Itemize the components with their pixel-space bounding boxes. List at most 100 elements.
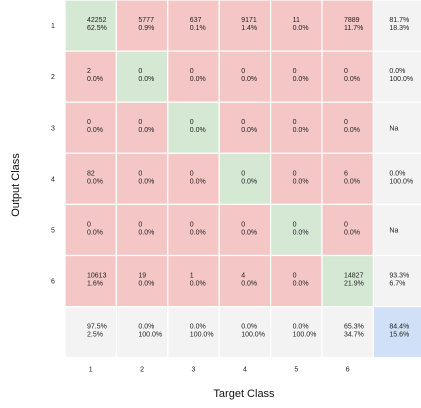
- cell-r4-c2: [115, 152, 169, 206]
- cell-r3-c6-text-line-2: 0.0%: [344, 127, 360, 134]
- cell-r5-c4-text-line-2: 0.0%: [241, 229, 257, 236]
- cell-r2-c5-text-line-1: 0: [293, 68, 297, 75]
- cell-r5-c3-text-line-1: 0: [190, 221, 194, 228]
- cell-r2-c1-text-line-2: 0.0%: [87, 76, 103, 83]
- col-summary-1-text-line-2: 2.5%: [87, 332, 103, 339]
- cell-r4-c4: [218, 152, 272, 206]
- cell-r2-c4-text-line-2: 0.0%: [241, 76, 257, 83]
- cell-r1-c6: [321, 0, 375, 52]
- cell-r5-c1-text-line-2: 0.0%: [87, 229, 103, 236]
- cell-r2-c4-text-line-1: 0: [241, 68, 245, 75]
- cell-r3-c5-text-line-1: 0: [293, 119, 297, 126]
- row-summary-1-text-line-1: 81.7%: [389, 17, 409, 24]
- cell-r5-c6-text-line-2: 0.0%: [344, 229, 360, 236]
- cell-r6-c3-text-line-2: 0.0%: [190, 281, 206, 288]
- col-summary-2-text-line-2: 100.0%: [138, 332, 162, 339]
- cell-r3-c5-text-line-2: 0.0%: [293, 127, 309, 134]
- y-tick-5: 5: [51, 227, 55, 234]
- cell-r4-c5-text-line-2: 0.0%: [293, 178, 309, 185]
- cell-r3-c5: [270, 101, 323, 154]
- row-summary-2-text-line-1: 0.0%: [389, 68, 405, 75]
- cell-r1-c6-text-line-1: 7889: [344, 17, 360, 24]
- cell-r3-c4: [218, 101, 272, 154]
- cell-r6-c2-text-line-2: 0.0%: [138, 281, 154, 288]
- overall-accuracy-text-line-1: 84.4%: [389, 324, 409, 331]
- y-tick-1: 1: [51, 23, 55, 30]
- cell-r5-c1-text-line-1: 0: [87, 221, 91, 228]
- row-summary-1-text-line-2: 18.3%: [389, 25, 409, 32]
- cell-r1-c1: [64, 0, 118, 52]
- cell-r6-c5-text-line-2: 0.0%: [293, 281, 309, 288]
- cell-r1-c4-text-line-1: 9171: [241, 17, 257, 24]
- cell-r1-c3: [167, 0, 220, 52]
- cell-r5-c5-text-line-2: 0.0%: [293, 229, 309, 236]
- cell-r2-c2-text-line-1: 0: [138, 68, 142, 75]
- x-axis-label: Target Class: [213, 388, 275, 400]
- cell-r3-c6: [321, 101, 375, 154]
- col-summary-5-text-line-1: 0.0%: [293, 324, 309, 331]
- cell-r1-c1-text-line-2: 62.5%: [87, 25, 107, 32]
- col-summary-6-text-line-1: 65.3%: [344, 324, 364, 331]
- cell-r3-c6-text-line-1: 0: [344, 119, 348, 126]
- row-summary-6-text-line-2: 6.7%: [389, 281, 405, 288]
- cell-r1-c5-text-line-1: 11: [293, 17, 300, 24]
- cell-r2-c1: [64, 50, 118, 103]
- cell-r2-c3: [167, 50, 220, 103]
- cell-r4-c6-text-line-2: 0.0%: [344, 178, 360, 185]
- cell-r4-c2-text-line-2: 0.0%: [138, 178, 154, 185]
- cell-r3-c4-text-line-2: 0.0%: [241, 127, 257, 134]
- cell-r2-c3-text-line-2: 0.0%: [190, 76, 206, 83]
- y-tick-3: 3: [51, 125, 55, 132]
- cell-r3-c3-text-line-2: 0.0%: [190, 127, 206, 134]
- x-tick-3: 3: [192, 367, 196, 374]
- cell-r2-c3-text-line-1: 0: [190, 68, 194, 75]
- col-summary-4: [218, 306, 272, 359]
- cell-r5-c2-text-line-1: 0: [138, 221, 142, 228]
- col-summary-4-text-line-2: 100.0%: [241, 332, 265, 339]
- cell-r5-c3-text-line-2: 0.0%: [190, 229, 206, 236]
- cell-r4-c4-text-line-2: 0.0%: [241, 178, 257, 185]
- cell-r6-c1-text-line-2: 1.6%: [87, 281, 103, 288]
- y-tick-4: 4: [51, 176, 55, 183]
- cell-r1-c5-text-line-2: 0.0%: [293, 25, 309, 32]
- cell-r5-c2: [115, 203, 169, 257]
- cell-r2-c4: [218, 50, 272, 103]
- cell-r2-c6-text-line-2: 0.0%: [344, 76, 360, 83]
- cell-r2-c1-text-line-1: 2: [87, 68, 91, 75]
- cell-r6-c4-text-line-1: 4: [241, 273, 245, 280]
- x-tick-5: 5: [294, 367, 298, 374]
- cell-r4-c5: [270, 152, 323, 206]
- cell-r5-c5-text-line-1: 0: [293, 221, 297, 228]
- cell-r6-c2: [115, 254, 169, 308]
- col-summary-4-text-line-1: 0.0%: [241, 324, 257, 331]
- y-axis-label: Output Class: [10, 153, 22, 217]
- x-tick-6: 6: [346, 367, 350, 374]
- cell-r4-c6: [321, 152, 375, 206]
- cell-r4-c6-text-line-1: 6: [344, 170, 348, 177]
- cell-r1-c5: [270, 0, 323, 52]
- cell-r1-c6-text-line-2: 11.7%: [344, 25, 363, 32]
- cell-r4-c3-text-line-2: 0.0%: [190, 178, 206, 185]
- cell-r1-c4-text-line-2: 1.4%: [241, 25, 257, 32]
- cell-r1-c2-text-line-2: 0.9%: [138, 25, 154, 32]
- x-tick-4: 4: [243, 367, 247, 374]
- cell-r2-c6-text-line-1: 0: [344, 68, 348, 75]
- row-summary-2-text-line-2: 100.0%: [389, 76, 413, 83]
- cell-r4-c3-text-line-1: 0: [190, 170, 194, 177]
- row-summary-4-text-line-1: 0.0%: [389, 170, 405, 177]
- cell-r3-c4-text-line-1: 0: [241, 119, 245, 126]
- col-summary-2: [115, 306, 169, 359]
- cell-r6-c4-text-line-2: 0.0%: [241, 281, 257, 288]
- row-summary-4-text-line-2: 100.0%: [389, 178, 413, 185]
- cell-r6-c6-text-line-1: 14827: [344, 273, 364, 280]
- cell-r1-c4: [218, 0, 272, 52]
- cell-r3-c1: [64, 101, 118, 154]
- cell-r1-c2: [115, 0, 169, 52]
- row-summary-4: [372, 152, 421, 206]
- cell-r6-c5-text-line-1: 0: [293, 273, 297, 280]
- y-tick-2: 2: [51, 74, 55, 81]
- cell-r1-c3-text-line-1: 637: [190, 17, 202, 24]
- row-summary-6-text-line-1: 93.3%: [389, 273, 409, 280]
- col-summary-6-text-line-2: 34.7%: [344, 332, 364, 339]
